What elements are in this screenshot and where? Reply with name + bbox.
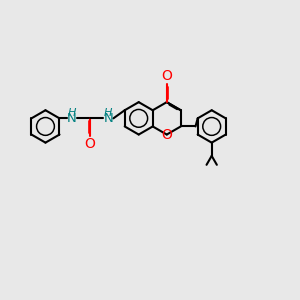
Text: O: O xyxy=(161,128,172,142)
Text: N: N xyxy=(103,112,113,125)
Text: H: H xyxy=(68,108,76,118)
Text: O: O xyxy=(85,137,96,152)
Text: O: O xyxy=(161,69,172,83)
Text: N: N xyxy=(67,112,77,125)
Text: H: H xyxy=(104,108,112,118)
